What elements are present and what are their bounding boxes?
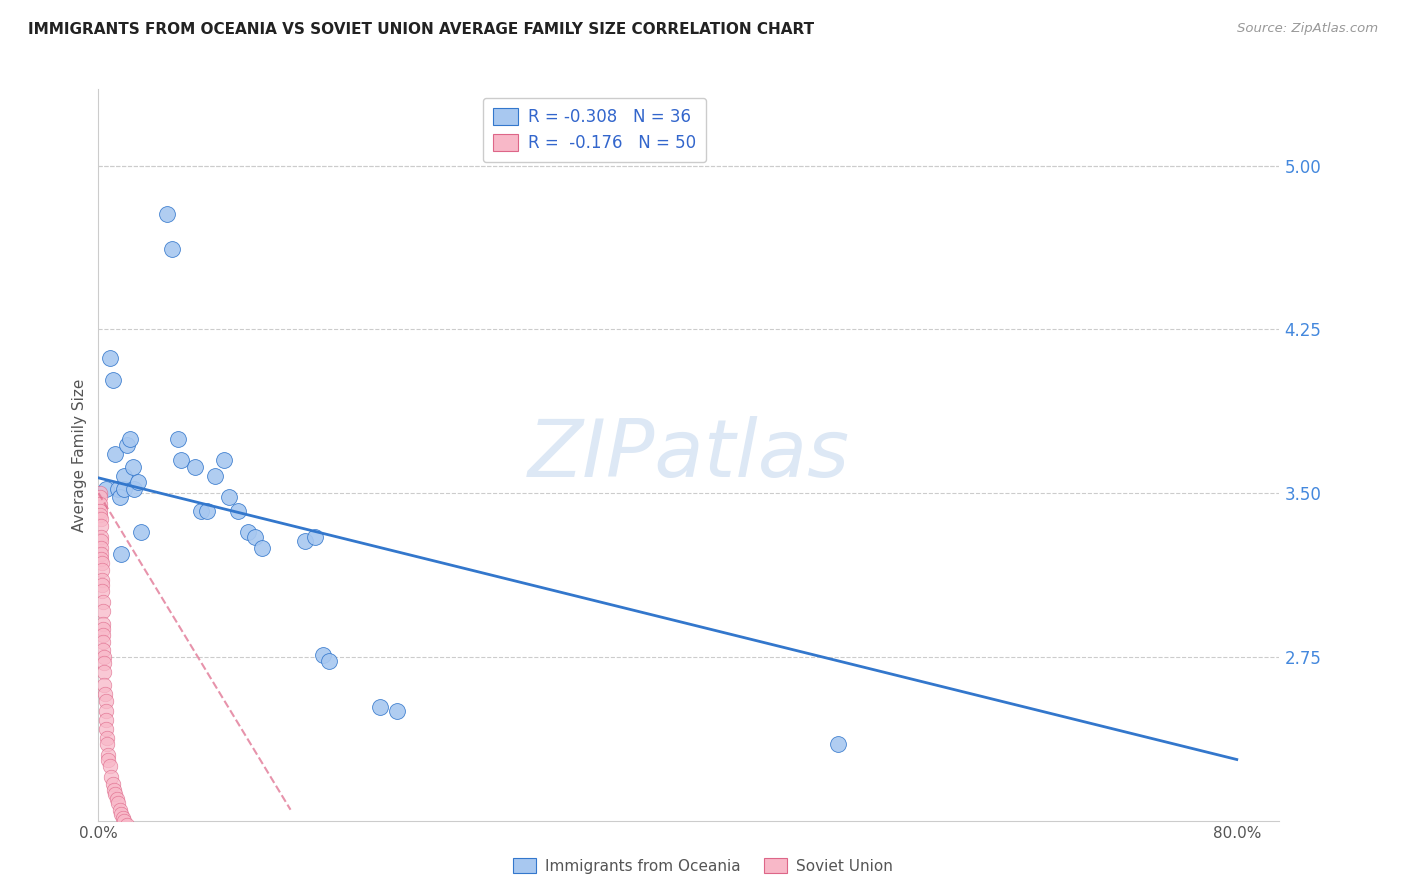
- Point: [294, 534, 316, 549]
- Point: [218, 491, 240, 505]
- Point: [387, 705, 409, 719]
- Point: [90, 534, 112, 549]
- Point: [111, 812, 134, 826]
- Point: [243, 530, 266, 544]
- Point: [118, 432, 141, 446]
- Point: [304, 530, 326, 544]
- Point: [105, 792, 128, 806]
- Point: [195, 503, 218, 517]
- Point: [94, 713, 117, 727]
- Point: [115, 438, 138, 452]
- Point: [170, 453, 193, 467]
- Point: [107, 796, 129, 810]
- Text: IMMIGRANTS FROM OCEANIA VS SOVIET UNION AVERAGE FAMILY SIZE CORRELATION CHART: IMMIGRANTS FROM OCEANIA VS SOVIET UNION …: [28, 22, 814, 37]
- Point: [250, 541, 273, 555]
- Point: [91, 628, 114, 642]
- Point: [827, 737, 849, 751]
- Point: [94, 693, 117, 707]
- Point: [112, 468, 135, 483]
- Point: [89, 497, 111, 511]
- Point: [90, 556, 112, 570]
- Point: [93, 643, 115, 657]
- Point: [90, 519, 112, 533]
- Point: [236, 525, 259, 540]
- Point: [212, 453, 235, 467]
- Point: [91, 595, 114, 609]
- Point: [107, 482, 129, 496]
- Point: [91, 622, 114, 636]
- Point: [184, 459, 207, 474]
- Point: [96, 722, 118, 736]
- Point: [90, 563, 112, 577]
- Point: [121, 459, 143, 474]
- Point: [112, 814, 135, 828]
- Point: [93, 665, 115, 680]
- Point: [100, 770, 122, 784]
- Point: [89, 503, 111, 517]
- Point: [90, 530, 112, 544]
- Point: [89, 491, 111, 505]
- Point: [108, 491, 131, 505]
- Point: [93, 678, 115, 692]
- Point: [94, 687, 117, 701]
- Point: [90, 512, 112, 526]
- Point: [89, 508, 111, 522]
- Text: ZIPatlas: ZIPatlas: [527, 416, 851, 494]
- Point: [91, 617, 114, 632]
- Point: [103, 783, 125, 797]
- Point: [97, 748, 120, 763]
- Point: [127, 475, 149, 490]
- Point: [91, 578, 114, 592]
- Point: [312, 648, 335, 662]
- Point: [94, 705, 117, 719]
- Point: [91, 574, 114, 588]
- Point: [101, 373, 124, 387]
- Point: [90, 541, 112, 555]
- Point: [93, 657, 115, 671]
- Point: [110, 547, 132, 561]
- Point: [108, 803, 131, 817]
- Point: [91, 604, 114, 618]
- Point: [93, 649, 115, 664]
- Point: [98, 759, 121, 773]
- Point: [98, 351, 121, 365]
- Point: [97, 752, 120, 766]
- Point: [91, 584, 114, 599]
- Point: [91, 634, 114, 648]
- Point: [226, 503, 249, 517]
- Point: [101, 776, 124, 790]
- Point: [96, 737, 118, 751]
- Legend: Immigrants from Oceania, Soviet Union: Immigrants from Oceania, Soviet Union: [508, 852, 898, 880]
- Text: Source: ZipAtlas.com: Source: ZipAtlas.com: [1237, 22, 1378, 36]
- Point: [115, 818, 138, 832]
- Point: [118, 824, 141, 838]
- Point: [94, 482, 117, 496]
- Point: [89, 486, 111, 500]
- Point: [167, 432, 190, 446]
- Point: [162, 242, 184, 256]
- Point: [122, 482, 145, 496]
- Point: [368, 700, 391, 714]
- Point: [204, 468, 226, 483]
- Y-axis label: Average Family Size: Average Family Size: [72, 378, 87, 532]
- Point: [318, 654, 340, 668]
- Point: [112, 482, 135, 496]
- Legend: R = -0.308   N = 36, R =  -0.176   N = 50: R = -0.308 N = 36, R = -0.176 N = 50: [482, 97, 706, 162]
- Point: [156, 207, 179, 221]
- Point: [90, 551, 112, 566]
- Point: [104, 788, 127, 802]
- Point: [90, 547, 112, 561]
- Point: [104, 447, 127, 461]
- Point: [96, 731, 118, 745]
- Point: [110, 807, 132, 822]
- Point: [190, 503, 212, 517]
- Point: [129, 525, 152, 540]
